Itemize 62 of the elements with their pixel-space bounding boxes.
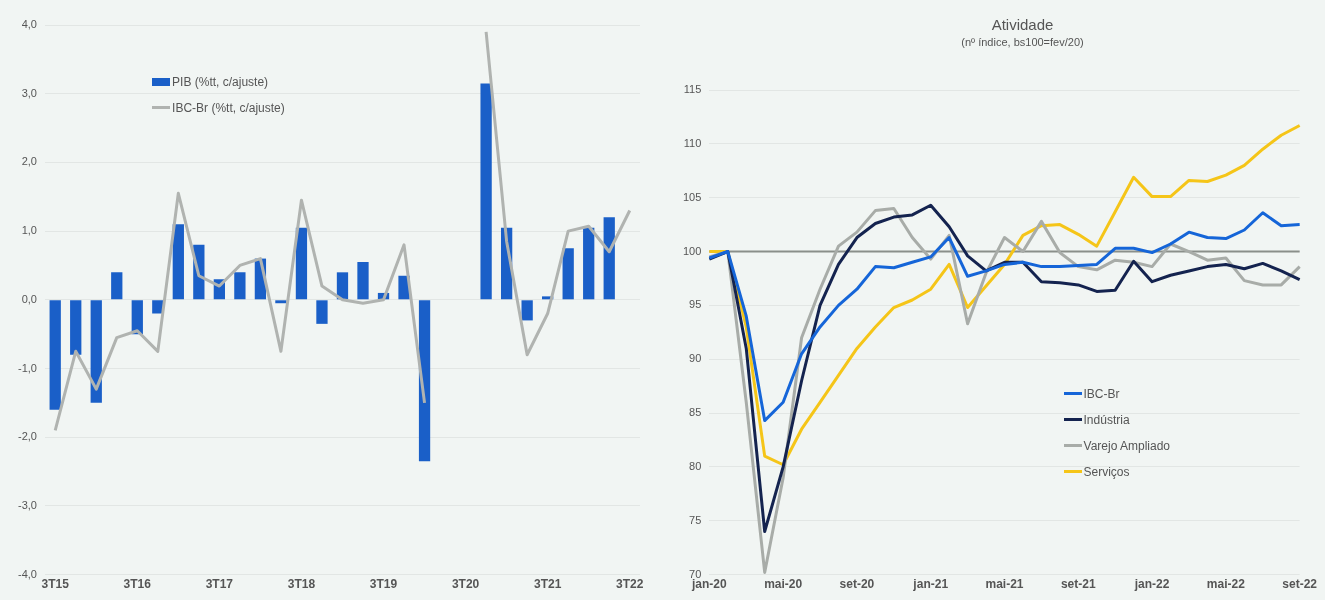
- bar: [234, 272, 246, 300]
- x-tick-label: jan-21: [912, 577, 949, 592]
- x-tick-label: mai-20: [764, 577, 803, 592]
- bar: [70, 300, 82, 355]
- y-tick-label: 3,0: [21, 86, 37, 99]
- y-tick-label: 1,0: [21, 224, 37, 237]
- bar: [480, 83, 492, 300]
- y-tick-label: -3,0: [17, 498, 37, 511]
- bar: [295, 227, 308, 300]
- y-tick-label: 80: [689, 459, 702, 472]
- bar: [316, 300, 328, 324]
- legend-label: Serviços: [1083, 464, 1130, 479]
- bar: [275, 300, 287, 304]
- y-tick-label: 90: [689, 352, 702, 365]
- legend-label: Indústria: [1083, 412, 1130, 427]
- y-tick-label: -4,0: [17, 567, 37, 580]
- x-tick-label: 3T22: [616, 577, 644, 592]
- x-tick-label: mai-22: [1206, 577, 1246, 592]
- x-tick-label: set-21: [1060, 577, 1096, 592]
- x-tick-label: 3T16: [123, 577, 152, 592]
- x-tick-label: set-20: [839, 577, 875, 592]
- x-tick-label: jan-22: [1133, 577, 1170, 592]
- chart-subtitle: (nº índice, bs100=fev/20): [960, 36, 1085, 48]
- y-tick-label: 0,0: [21, 292, 37, 305]
- bar: [603, 217, 615, 300]
- y-tick-label: -2,0: [17, 430, 37, 443]
- x-tick-label: set-22: [1282, 577, 1318, 592]
- x-tick-label: 3T15: [41, 577, 70, 592]
- chart-title: Atividade: [990, 16, 1055, 33]
- x-tick-label: 3T20: [451, 577, 480, 592]
- y-tick-label: -1,0: [17, 361, 37, 374]
- y-tick-label: 85: [689, 406, 702, 419]
- bar: [521, 300, 533, 321]
- bar: [583, 227, 595, 300]
- x-tick-label: 3T19: [369, 577, 398, 592]
- bar: [49, 300, 61, 410]
- y-tick-label: 75: [689, 513, 702, 526]
- bar: [90, 300, 102, 403]
- x-tick-label: jan-20: [691, 577, 728, 592]
- legend-label: IBC-Br: [1083, 386, 1120, 401]
- y-tick-label: 2,0: [21, 155, 37, 168]
- y-tick-label: 4,0: [21, 18, 37, 31]
- y-tick-label: 95: [689, 298, 702, 311]
- legend-label: Varejo Ampliado: [1083, 438, 1171, 453]
- x-tick-label: 3T21: [533, 577, 562, 592]
- x-tick-label: 3T18: [287, 577, 316, 592]
- x-tick-label: 3T17: [205, 577, 234, 592]
- bar: [357, 262, 369, 300]
- bar: [131, 300, 143, 335]
- y-tick-label: 115: [683, 83, 702, 96]
- bar: [336, 272, 349, 300]
- bar: [172, 224, 184, 300]
- y-tick-label: 100: [682, 244, 702, 257]
- legend-label: IBC-Br (%tt, c/ajuste): [172, 100, 285, 115]
- bar: [111, 272, 123, 300]
- bar: [562, 248, 574, 300]
- x-tick-label: mai-21: [985, 577, 1024, 592]
- legend-label: PIB (%tt, c/ajuste): [172, 74, 269, 89]
- y-tick-label: 70: [689, 567, 702, 580]
- bar: [418, 300, 431, 462]
- y-tick-label: 110: [683, 136, 702, 149]
- y-tick-label: 105: [682, 190, 702, 203]
